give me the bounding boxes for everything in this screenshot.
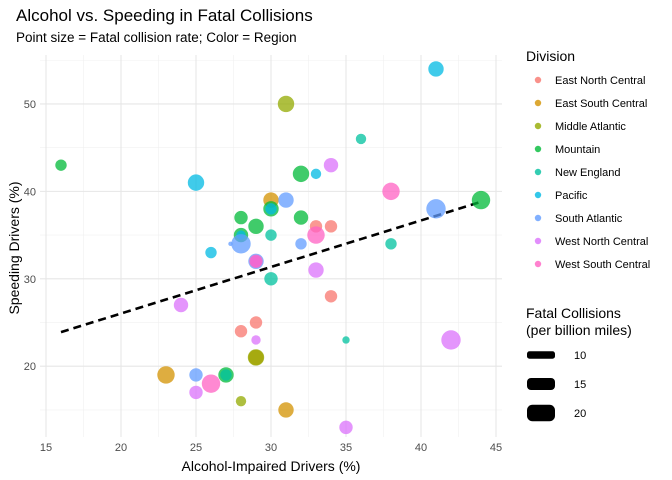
data-point — [310, 168, 322, 180]
legend-label: East South Central — [555, 98, 647, 110]
data-point — [228, 241, 233, 247]
data-point — [249, 316, 263, 329]
y-tick-label: 40 — [24, 186, 36, 198]
data-point — [189, 385, 203, 400]
legend-key — [534, 168, 542, 176]
color-legend: Division East North Central East South Ce… — [526, 48, 650, 271]
x-tick-label: 40 — [415, 442, 427, 454]
data-point — [278, 402, 294, 418]
data-point — [173, 297, 189, 313]
legend-label: West North Central — [555, 236, 648, 248]
data-point — [339, 420, 353, 435]
data-point — [292, 165, 310, 183]
data-point — [324, 290, 338, 303]
legend-label: Middle Atlantic — [555, 121, 626, 133]
legend-key — [534, 191, 542, 199]
y-tick-label: 20 — [24, 361, 36, 373]
legend-key — [534, 260, 542, 268]
data-point — [231, 234, 251, 254]
legend-key — [534, 99, 542, 107]
data-point — [247, 349, 265, 366]
x-tick-label: 25 — [190, 442, 202, 454]
data-point — [323, 157, 339, 173]
data-point — [248, 218, 264, 235]
trend-line — [60, 200, 482, 334]
data-point — [251, 335, 261, 345]
data-point — [265, 203, 277, 215]
x-tick-label: 20 — [115, 442, 127, 454]
chart-title: Alcohol vs. Speeding in Fatal Collisions — [16, 6, 313, 25]
data-point — [471, 190, 491, 210]
data-point — [55, 159, 67, 171]
data-points — [55, 61, 491, 435]
color-legend-title: Division — [526, 48, 575, 64]
legend-label: East North Central — [555, 75, 645, 87]
data-point — [355, 133, 367, 145]
chart-subtitle: Point size = Fatal collision rate; Color… — [16, 30, 297, 45]
trend-line-group — [60, 200, 482, 334]
data-point — [234, 325, 248, 338]
data-point — [308, 262, 324, 278]
x-tick-label: 15 — [40, 442, 52, 454]
data-point — [385, 238, 397, 250]
data-point — [307, 226, 325, 244]
data-point — [426, 199, 446, 219]
data-point — [220, 369, 232, 381]
data-point — [235, 395, 247, 407]
data-point — [249, 254, 263, 268]
y-tick-label: 30 — [24, 274, 36, 286]
grid — [40, 55, 502, 437]
data-point — [234, 210, 248, 225]
y-axis-title: Speeding Drivers (%) — [6, 181, 22, 314]
data-point — [265, 229, 277, 241]
legend-label: New England — [555, 167, 620, 179]
tick-labels: 15 20 25 30 35 40 45 20 30 40 50 — [24, 99, 502, 454]
data-point — [293, 210, 309, 225]
data-point — [324, 220, 338, 233]
legend-key — [534, 237, 542, 245]
data-point — [201, 374, 221, 393]
data-point — [342, 336, 350, 344]
legend-label: West South Central — [555, 259, 650, 271]
x-tick-label: 30 — [265, 442, 277, 454]
x-tick-label: 45 — [490, 442, 502, 454]
size-legend-key — [527, 351, 555, 359]
data-point — [277, 95, 295, 113]
size-legend-title-line1: Fatal Collisions — [526, 305, 621, 321]
x-tick-label: 35 — [340, 442, 352, 454]
size-legend-key — [527, 404, 555, 422]
legend-label: Pacific — [555, 190, 588, 202]
size-legend-label: 20 — [574, 408, 586, 420]
size-legend-label: 10 — [574, 350, 586, 362]
data-point — [295, 238, 307, 250]
legend-key — [534, 122, 542, 130]
y-tick-label: 50 — [24, 99, 36, 111]
legend-key — [534, 214, 542, 222]
legend-label: South Atlantic — [555, 213, 623, 225]
data-point — [278, 192, 294, 208]
data-point — [187, 174, 205, 191]
data-point — [441, 330, 461, 350]
data-point — [264, 272, 278, 286]
legend-label: Mountain — [555, 144, 600, 156]
data-point — [382, 182, 400, 201]
size-legend-key — [527, 377, 555, 391]
x-axis-title: Alcohol-Impaired Drivers (%) — [182, 458, 361, 474]
data-point — [189, 368, 203, 382]
data-point — [205, 246, 217, 259]
legend-key — [534, 76, 542, 84]
size-legend-label: 15 — [574, 379, 586, 391]
size-legend-title-line2: (per billion miles) — [526, 322, 632, 338]
size-legend: Fatal Collisions (per billion miles) 10 1… — [526, 305, 632, 422]
data-point — [157, 366, 175, 384]
legend-key — [534, 145, 542, 153]
data-point — [428, 61, 444, 77]
